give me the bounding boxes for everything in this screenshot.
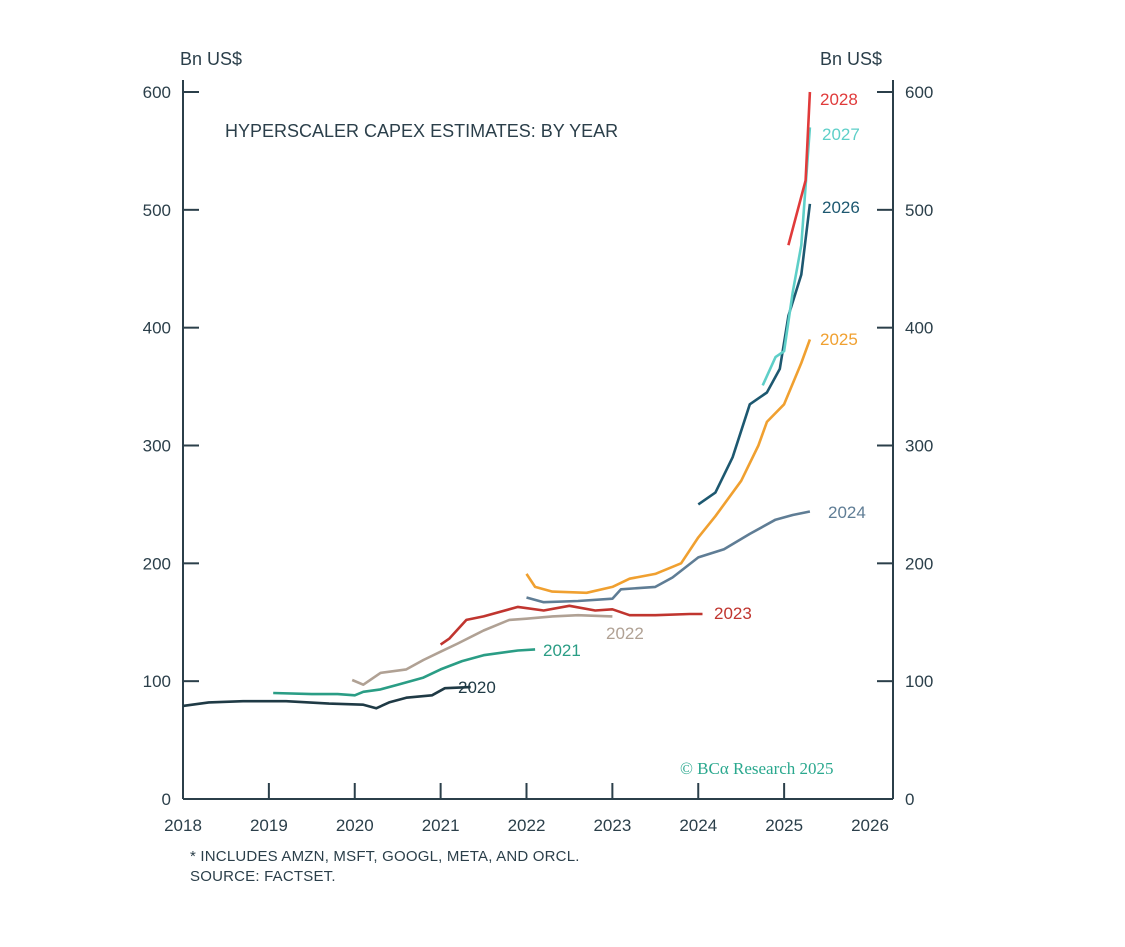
y-tick-label-left: 600 (143, 83, 171, 102)
y-tick-label-left: 300 (143, 437, 171, 456)
y-tick-label-right: 600 (905, 83, 933, 102)
series-label-2025: 2025 (820, 330, 858, 349)
series-label-2024: 2024 (828, 503, 866, 522)
y-tick-label-right: 0 (905, 790, 914, 809)
x-tick-label: 2020 (336, 816, 374, 835)
x-tick-label: 2021 (422, 816, 460, 835)
y-tick-label-left: 100 (143, 672, 171, 691)
series-line-2026 (697, 203, 812, 506)
series-label-2020: 2020 (458, 678, 496, 697)
y-tick-label-right: 100 (905, 672, 933, 691)
y-axis-label-left: Bn US$ (180, 49, 242, 69)
y-tick-label-left: 200 (143, 554, 171, 573)
series-line-2025 (525, 338, 812, 595)
series-line-2022 (351, 613, 613, 687)
y-tick-label-right: 500 (905, 201, 933, 220)
series-label-2023: 2023 (714, 604, 752, 623)
y-tick-label-left: 0 (162, 790, 171, 809)
series-label-2026: 2026 (822, 198, 860, 217)
x-tick-label: 2023 (593, 816, 631, 835)
series-line-2021 (273, 648, 536, 697)
x-tick-label: 2022 (508, 816, 546, 835)
y-tick-label-left: 500 (143, 201, 171, 220)
y-tick-label-right: 200 (905, 554, 933, 573)
series-line-2020 (182, 685, 471, 710)
series-label-2028: 2028 (820, 90, 858, 109)
source-note: SOURCE: FACTSET. (190, 868, 336, 885)
x-tick-label: 2024 (679, 816, 717, 835)
y-tick-label-right: 400 (905, 319, 933, 338)
bca-watermark: © BCα Research 2025 (680, 759, 834, 778)
series-line-2028 (787, 91, 812, 246)
x-tick-label: 2019 (250, 816, 288, 835)
y-tick-label-left: 400 (143, 319, 171, 338)
chart-title: HYPERSCALER CAPEX ESTIMATES: BY YEAR (225, 121, 618, 141)
x-tick-label: 2018 (164, 816, 202, 835)
y-axis-label-right: Bn US$ (820, 49, 882, 69)
series-label-2022: 2022 (606, 624, 644, 643)
series-label-2027: 2027 (822, 125, 860, 144)
series-label-2021: 2021 (543, 641, 581, 660)
x-tick-label: 2026 (851, 816, 889, 835)
footnote: * INCLUDES AMZN, MSFT, GOOGL, META, AND … (190, 848, 580, 865)
x-tick-label: 2025 (765, 816, 803, 835)
series-line-2024 (526, 510, 811, 604)
series-line-2023 (439, 604, 703, 646)
y-tick-label-right: 300 (905, 437, 933, 456)
